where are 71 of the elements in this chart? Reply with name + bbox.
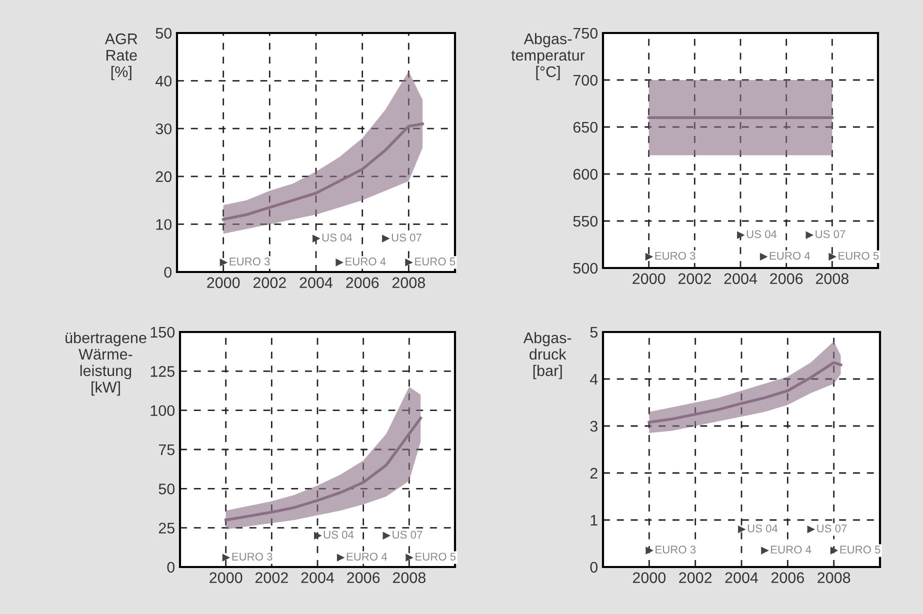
y-axis-title: übertragene Wärme- leistung [kW] [66, 332, 146, 396]
annotation: EURO 5 [415, 258, 456, 266]
annotation: EURO 4 [771, 546, 812, 554]
y-tick-label: 100 [150, 405, 175, 416]
y-tick-label: 3 [590, 420, 598, 432]
annotation: US 04 [748, 524, 778, 532]
x-tick-label: 2000 [632, 572, 666, 584]
y-tick-label: 700 [573, 74, 598, 86]
annotation: EURO 5 [838, 252, 879, 260]
x-tick-label: 2000 [207, 277, 240, 288]
x-tick-label: 2002 [253, 277, 286, 288]
y-tick-label: 5 [590, 327, 598, 338]
annotation: EURO 3 [655, 252, 696, 260]
y-tick-label: 4 [590, 374, 598, 385]
x-tick-label: 2006 [771, 572, 804, 584]
x-tick-label: 2002 [678, 273, 711, 284]
annotation: EURO 5 [416, 552, 456, 561]
x-tick-label: 2008 [816, 273, 848, 284]
annotation: US 07 [392, 234, 422, 242]
y-tick-label: 25 [158, 522, 174, 534]
y-tick-label: 600 [573, 168, 598, 180]
annotation: US 04 [746, 230, 777, 238]
x-tick-label: 2004 [724, 273, 758, 284]
x-tick-label: 2006 [770, 273, 803, 284]
annotation: EURO 4 [346, 552, 388, 561]
y-axis-title: Abgas- druck [bar] [523, 332, 572, 380]
y-tick-label: 0 [167, 562, 175, 573]
y-tick-label: 150 [150, 326, 175, 338]
x-tick-label: 2004 [300, 277, 333, 288]
y-tick-label: 500 [573, 262, 598, 274]
y-axis-title: AGR Rate [%] [104, 33, 138, 80]
y-tick-label: 1 [590, 515, 598, 526]
annotation: US 04 [322, 234, 352, 242]
x-tick-label: 2004 [725, 572, 758, 584]
x-tick-label: 2002 [255, 572, 288, 584]
annotation: EURO 3 [232, 552, 272, 561]
y-tick-label: 20 [156, 171, 172, 182]
x-tick-label: 2000 [632, 273, 666, 284]
x-tick-label: 2008 [392, 572, 426, 584]
annotation: US 07 [817, 524, 847, 532]
annotation: US 07 [392, 530, 422, 539]
annotation: US 07 [816, 230, 846, 238]
annotation: EURO 4 [770, 252, 810, 260]
line-series [648, 361, 842, 424]
x-tick-label: 2004 [301, 572, 334, 584]
x-tick-label: 2000 [210, 572, 242, 584]
annotation: EURO 4 [346, 258, 386, 266]
x-tick-label: 2008 [392, 277, 425, 288]
line-series [224, 416, 422, 522]
y-tick-label: 30 [156, 123, 172, 134]
line-series [222, 122, 424, 221]
y-tick-label: 0 [164, 266, 172, 278]
x-tick-label: 2006 [346, 277, 379, 288]
annotation: EURO 5 [840, 546, 880, 554]
y-tick-label: 750 [573, 28, 598, 39]
y-tick-label: 75 [158, 444, 174, 456]
y-tick-label: 10 [156, 219, 172, 230]
annotation: US 04 [324, 530, 354, 539]
y-tick-label: 0 [590, 562, 598, 573]
x-tick-label: 2006 [347, 572, 380, 584]
y-tick-label: 125 [150, 366, 174, 377]
x-tick-label: 2008 [818, 572, 850, 584]
y-tick-label: 50 [158, 484, 175, 494]
annotation: EURO 3 [230, 258, 270, 266]
annotation: EURO 3 [656, 546, 696, 554]
y-tick-label: 650 [573, 122, 598, 133]
y-tick-label: 2 [590, 468, 598, 479]
y-tick-label: 40 [156, 76, 172, 86]
x-tick-label: 2002 [679, 572, 712, 584]
y-tick-label: 550 [573, 216, 598, 227]
y-tick-label: 50 [156, 28, 172, 39]
